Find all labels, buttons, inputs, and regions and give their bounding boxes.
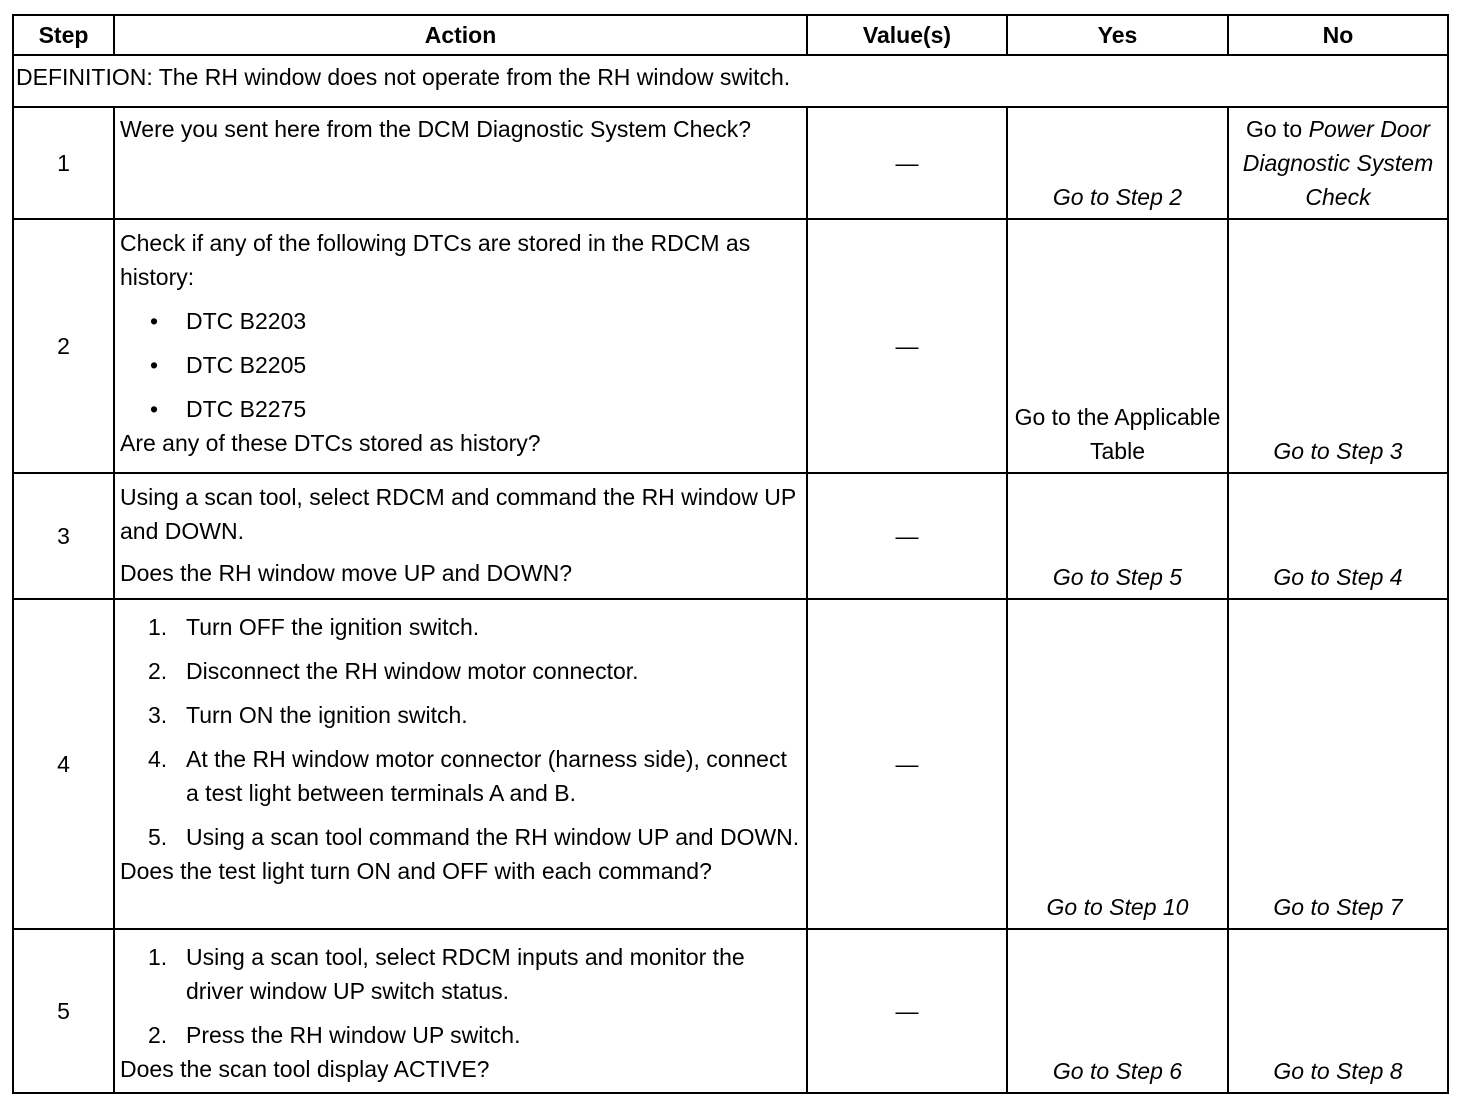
value-cell: —: [806, 106, 1008, 220]
table-row: 3 Using a scan tool, select RDCM and com…: [12, 472, 1449, 600]
yes-cell: Go to Step 2: [1006, 106, 1229, 220]
action-cell: 1. Turn OFF the ignition switch. 2. Discon…: [113, 598, 808, 930]
step-number: 5: [12, 928, 115, 1094]
no-cell: Go to Step 3: [1227, 218, 1449, 474]
no-prefix: Go to: [1245, 116, 1303, 142]
no-link: Power Door Diagnostic System Check: [1242, 116, 1434, 210]
list-item: • DTC B2275: [150, 396, 307, 422]
table-row: 5 1. Using a scan tool, select RDCM input…: [12, 928, 1449, 1094]
value-cell: —: [806, 598, 1008, 930]
list-item: • DTC B2203: [150, 308, 307, 334]
header-row: Step Action Value(s) Yes No: [12, 14, 1449, 56]
action-cell: 1. Using a scan tool, select RDCM inputs …: [113, 928, 808, 1094]
table-row: 2 Check if any of the following DTCs are…: [12, 218, 1449, 474]
list-item: 1. Turn OFF the ignition switch.: [148, 614, 480, 640]
action-text: Were you sent here from the DCM Diagnost…: [120, 116, 752, 142]
action-cell: Using a scan tool, select RDCM and comma…: [113, 472, 808, 600]
no-cell: Go to Step 4: [1227, 472, 1449, 600]
action-text: Using a scan tool, select RDCM and comma…: [120, 484, 796, 544]
header-action: Action: [113, 14, 808, 56]
no-cell: Go to Power Door Diagnostic System Check: [1227, 106, 1449, 220]
value-cell: —: [806, 218, 1008, 474]
action-text: Check if any of the following DTCs are s…: [120, 230, 751, 290]
diagnostic-table: Step Action Value(s) Yes No DEFINITION: …: [12, 14, 1449, 1094]
definition-row: DEFINITION: The RH window does not opera…: [12, 54, 1449, 108]
no-cell: Go to Step 8: [1227, 928, 1449, 1094]
list-item: 4. At the RH window motor connector (harn…: [148, 746, 787, 806]
header-no: No: [1227, 14, 1449, 56]
action-question: Does the RH window move UP and DOWN?: [120, 560, 573, 586]
step-number: 1: [12, 106, 115, 220]
list-item: 5. Using a scan tool command the RH windo…: [148, 824, 800, 850]
action-cell: Were you sent here from the DCM Diagnost…: [113, 106, 808, 220]
value-cell: —: [806, 928, 1008, 1094]
header-values: Value(s): [806, 14, 1008, 56]
yes-cell: Go to Step 5: [1006, 472, 1229, 600]
list-item: 3. Turn ON the ignition switch.: [148, 702, 468, 728]
action-question: Are any of these DTCs stored as history?: [120, 430, 541, 456]
list-item: 2. Disconnect the RH window motor connect…: [148, 658, 639, 684]
header-step: Step: [12, 14, 115, 56]
step-number: 2: [12, 218, 115, 474]
dtc-list: • DTC B2203 • DTC B2205 • DTC B2275: [120, 304, 801, 426]
step-number: 4: [12, 598, 115, 930]
yes-cell: Go to Step 10: [1006, 598, 1229, 930]
action-question: Does the scan tool display ACTIVE?: [120, 1056, 490, 1082]
action-cell: Check if any of the following DTCs are s…: [113, 218, 808, 474]
yes-cell: Go to Step 6: [1006, 928, 1229, 1094]
header-yes: Yes: [1006, 14, 1229, 56]
list-item: 1. Using a scan tool, select RDCM inputs …: [148, 944, 745, 1004]
yes-cell: Go to the Applicable Table: [1006, 218, 1229, 474]
procedure-list: 1. Using a scan tool, select RDCM inputs …: [120, 940, 801, 1052]
list-item: 2. Press the RH window UP switch.: [148, 1022, 521, 1048]
list-item: • DTC B2205: [150, 352, 307, 378]
action-question: Does the test light turn ON and OFF with…: [120, 858, 712, 884]
table-row: 4 1. Turn OFF the ignition switch. 2. Disc…: [12, 598, 1449, 930]
procedure-list: 1. Turn OFF the ignition switch. 2. Discon…: [120, 610, 801, 854]
step-number: 3: [12, 472, 115, 600]
table-row: 1 Were you sent here from the DCM Diagno…: [12, 106, 1449, 220]
definition: DEFINITION: The RH window does not opera…: [12, 54, 1449, 108]
no-cell: Go to Step 7: [1227, 598, 1449, 930]
value-cell: —: [806, 472, 1008, 600]
